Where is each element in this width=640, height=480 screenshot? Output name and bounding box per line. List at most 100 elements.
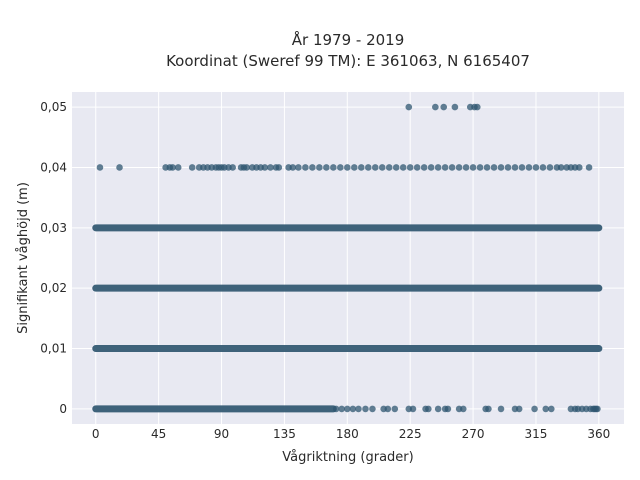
data-point: [96, 164, 104, 171]
x-tick-label: 90: [214, 427, 229, 441]
data-point: [406, 164, 414, 171]
data-point: [355, 405, 362, 413]
x-tick-label: 315: [525, 427, 548, 441]
data-point: [542, 405, 550, 413]
data-point: [462, 164, 470, 171]
data-point: [350, 164, 358, 171]
data-point: [267, 164, 274, 171]
y-tick-labels: 0 0,01 0,02 0,03 0,04 0,05: [40, 100, 67, 416]
data-point: [338, 405, 346, 413]
data-point: [275, 164, 283, 171]
data-point: [497, 405, 505, 413]
data-point: [362, 405, 369, 413]
data-point: [432, 103, 439, 111]
data-point: [518, 164, 526, 171]
data-point: [504, 164, 512, 171]
data-point: [385, 164, 393, 171]
data-point: [490, 164, 498, 171]
data-point: [546, 164, 554, 171]
data-point: [594, 405, 601, 413]
data-point: [371, 164, 379, 171]
data-point: [337, 164, 344, 171]
data-point: [425, 405, 432, 413]
x-axis-label: Vågriktning (grader): [282, 450, 413, 465]
data-point: [440, 103, 448, 111]
data-point: [261, 164, 269, 171]
data-point: [349, 405, 357, 413]
data-point: [575, 164, 583, 171]
data-point: [378, 164, 386, 171]
y-tick-label: 0,03: [40, 221, 67, 235]
data-point: [511, 164, 519, 171]
data-point: [323, 164, 330, 171]
data-point: [420, 164, 428, 171]
data-point: [295, 164, 302, 171]
data-point: [302, 164, 309, 171]
data-point: [364, 164, 372, 171]
data-point: [483, 164, 491, 171]
data-point: [427, 164, 435, 171]
data-point: [384, 405, 392, 413]
x-tick-label: 0: [92, 427, 100, 441]
y-axis-label: Signifikant våghöjd (m): [16, 182, 31, 334]
data-point: [392, 164, 400, 171]
data-point: [531, 405, 538, 413]
data-point: [469, 164, 477, 171]
data-point: [399, 164, 407, 171]
data-point: [330, 164, 337, 171]
data-point: [188, 164, 196, 171]
chart-title: År 1979 - 2019: [292, 30, 405, 49]
data-point: [405, 103, 413, 111]
data-point: [525, 164, 533, 171]
x-tick-label: 225: [399, 427, 422, 441]
data-point: [455, 164, 463, 171]
data-point: [369, 405, 376, 413]
data-point: [409, 405, 417, 413]
data-point: [557, 164, 565, 171]
x-tick-label: 45: [151, 427, 166, 441]
data-point: [116, 164, 123, 171]
data-point: [174, 164, 182, 171]
data-point: [585, 164, 593, 171]
data-point: [289, 164, 297, 171]
x-tick-label: 180: [336, 427, 359, 441]
data-point: [357, 164, 365, 171]
data-point: [444, 405, 452, 413]
data-point: [169, 164, 176, 171]
y-tick-label: 0,05: [40, 100, 67, 114]
data-point: [473, 103, 481, 111]
data-point: [548, 405, 555, 413]
chart-subtitle: Koordinat (Sweref 99 TM): E 361063, N 61…: [166, 52, 530, 70]
data-point: [434, 405, 442, 413]
x-tick-label: 360: [587, 427, 610, 441]
y-tick-label: 0,01: [40, 342, 67, 356]
x-tick-labels: 0 45 90 135 180 225 270 315 360: [92, 427, 610, 441]
data-point: [243, 164, 250, 171]
data-point: [309, 164, 316, 171]
data-point: [229, 164, 237, 171]
data-point: [515, 405, 523, 413]
data-point: [532, 164, 540, 171]
data-points: [92, 103, 603, 413]
data-point: [391, 405, 399, 413]
y-tick-label: 0: [59, 402, 67, 416]
y-tick-label: 0,04: [40, 160, 67, 174]
data-point: [344, 405, 351, 413]
plot-area: [72, 92, 624, 424]
data-point: [485, 405, 492, 413]
x-tick-label: 270: [462, 427, 485, 441]
data-point: [448, 164, 456, 171]
data-point: [413, 164, 421, 171]
x-tick-label: 135: [273, 427, 296, 441]
data-point: [451, 103, 459, 111]
data-point: [344, 164, 351, 171]
data-point: [476, 164, 484, 171]
data-point: [497, 164, 505, 171]
data-point: [441, 164, 449, 171]
data-point: [332, 405, 340, 413]
y-tick-label: 0,02: [40, 281, 67, 295]
data-point: [434, 164, 442, 171]
data-point: [316, 164, 323, 171]
data-point: [539, 164, 547, 171]
